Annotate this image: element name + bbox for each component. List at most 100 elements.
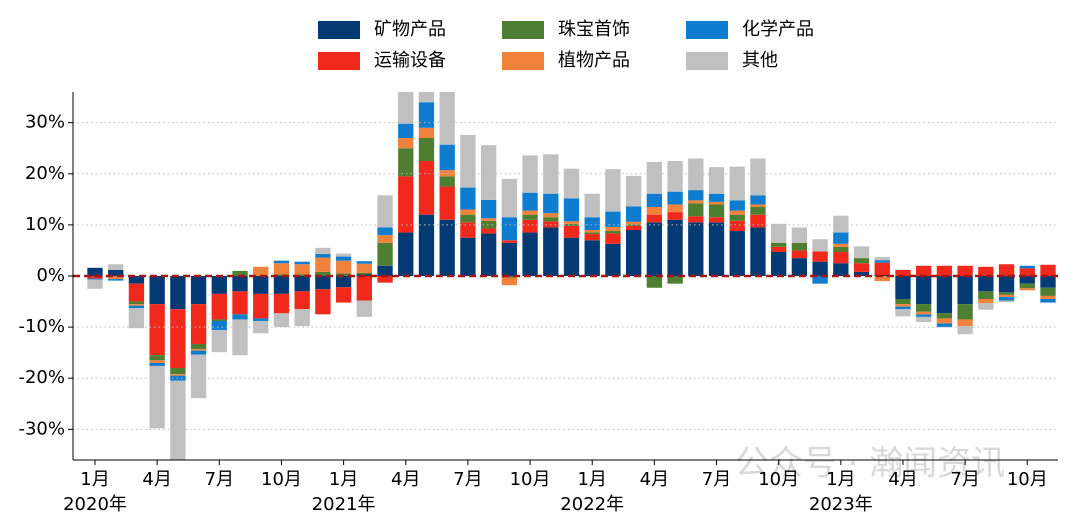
bar-segment [501, 240, 518, 243]
bar-segment [501, 217, 518, 241]
bar-segment [978, 299, 994, 304]
bar-segment [149, 304, 165, 356]
bar-segment [563, 225, 580, 238]
bar-segment [253, 293, 269, 319]
bar-segment [688, 200, 704, 204]
bar-segment [957, 265, 973, 276]
bar-segment [253, 276, 269, 294]
bar-segment [398, 123, 414, 138]
legend-label: 其他 [742, 50, 778, 71]
bar-segment [335, 273, 352, 276]
bar-segment [1019, 265, 1035, 269]
bar-segment [128, 301, 145, 305]
bar-segment [708, 217, 725, 223]
bar-segment [998, 276, 1015, 293]
bar-segment [522, 232, 538, 276]
bar-segment [480, 199, 497, 219]
bar-segment [232, 276, 248, 292]
bar-segment [895, 304, 911, 307]
bar-segment [128, 283, 145, 302]
bar-segment [853, 246, 870, 259]
bar-segment [750, 204, 766, 207]
y-tick-label: -30% [18, 418, 65, 439]
bar-segment [998, 292, 1015, 295]
bar-segment [294, 291, 310, 310]
bar-segment [335, 287, 352, 303]
bar-segment [1019, 268, 1035, 276]
bar-segment [563, 221, 580, 224]
x-tick-label: 7月 [702, 469, 731, 490]
bar-segment [1040, 264, 1056, 276]
legend-label: 化学产品 [742, 19, 814, 40]
bar-segment [750, 195, 766, 205]
bar-segment [315, 276, 331, 290]
bar-segment [667, 276, 683, 284]
bar-segment [149, 276, 165, 305]
bar-segment [315, 289, 331, 315]
bar-segment [439, 186, 455, 220]
bar-segment [522, 214, 538, 220]
bar-segment [232, 270, 248, 276]
bar-segment [480, 228, 497, 234]
bar-segment [667, 219, 683, 276]
bar-segment [1040, 299, 1056, 303]
bar-segment [149, 360, 165, 363]
bar-segment [108, 279, 124, 281]
bar-segment [294, 261, 310, 265]
bar-segment [853, 258, 870, 264]
bar-segment [916, 304, 932, 312]
bar-segment [543, 217, 559, 222]
bar-segment [936, 313, 953, 319]
bar-segment [833, 232, 849, 244]
bar-segment [563, 237, 580, 276]
bar-segment [190, 354, 207, 399]
bar-segment [625, 225, 642, 230]
bar-segment [356, 300, 372, 317]
legend-label: 珠宝首饰 [558, 19, 630, 40]
bar-segment [625, 221, 642, 225]
bar-segment [418, 127, 435, 138]
bar-segment [211, 293, 227, 320]
bar-segment [232, 319, 248, 356]
bar-segment [1040, 276, 1056, 288]
bar-segment [998, 300, 1015, 303]
plot-area [87, 92, 1056, 460]
bar-segment [936, 276, 953, 314]
bar-segment [833, 246, 849, 252]
legend-swatch [318, 21, 360, 39]
bar-segment [812, 276, 828, 284]
bar-segment [190, 350, 207, 355]
bar-segment [957, 326, 973, 335]
bar-segment [190, 276, 207, 305]
bar-segment [377, 242, 393, 266]
bar-segment [335, 253, 352, 257]
bar-segment [916, 265, 932, 276]
bar-segment [605, 233, 621, 244]
bar-segment [480, 145, 497, 200]
bar-segment [625, 206, 642, 222]
bar-segment [729, 220, 745, 232]
bar-segment [501, 242, 518, 276]
bar-segment [418, 92, 435, 103]
bar-segment [170, 380, 186, 460]
bar-segment [501, 178, 518, 218]
bar-segment [791, 242, 808, 251]
year-label: 2023年 [809, 494, 873, 515]
year-label: 2021年 [312, 494, 376, 515]
bar-segment [460, 222, 476, 238]
bar-segment [398, 92, 414, 124]
bar-segment [916, 316, 932, 322]
bar-segment [957, 276, 973, 305]
bar-segment [273, 313, 290, 328]
bar-segment [895, 269, 911, 276]
bar-segment [543, 221, 559, 228]
bar-segment [563, 168, 580, 199]
bar-segment [874, 262, 890, 275]
bar-segment [729, 231, 745, 276]
x-tick-label: 7月 [950, 469, 979, 490]
bar-segment [211, 330, 227, 353]
bar-segment [418, 138, 435, 161]
bar-segment [625, 224, 642, 226]
bar-segment [1040, 287, 1056, 296]
